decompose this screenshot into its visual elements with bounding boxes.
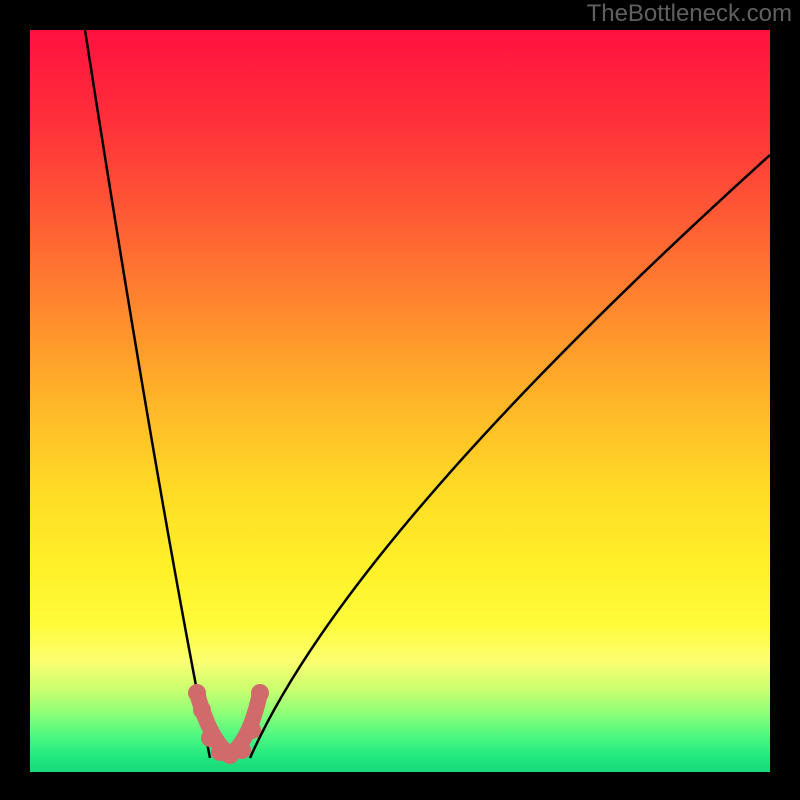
marker-dot [251,684,269,702]
watermark-text: TheBottleneck.com [587,0,792,28]
chart-container: TheBottleneck.com [0,0,800,800]
marker-dot [233,741,251,759]
marker-dot [243,721,261,739]
bottleneck-chart [0,0,800,800]
chart-plot-area [30,30,770,772]
marker-dot [193,701,211,719]
marker-dot [188,684,206,702]
